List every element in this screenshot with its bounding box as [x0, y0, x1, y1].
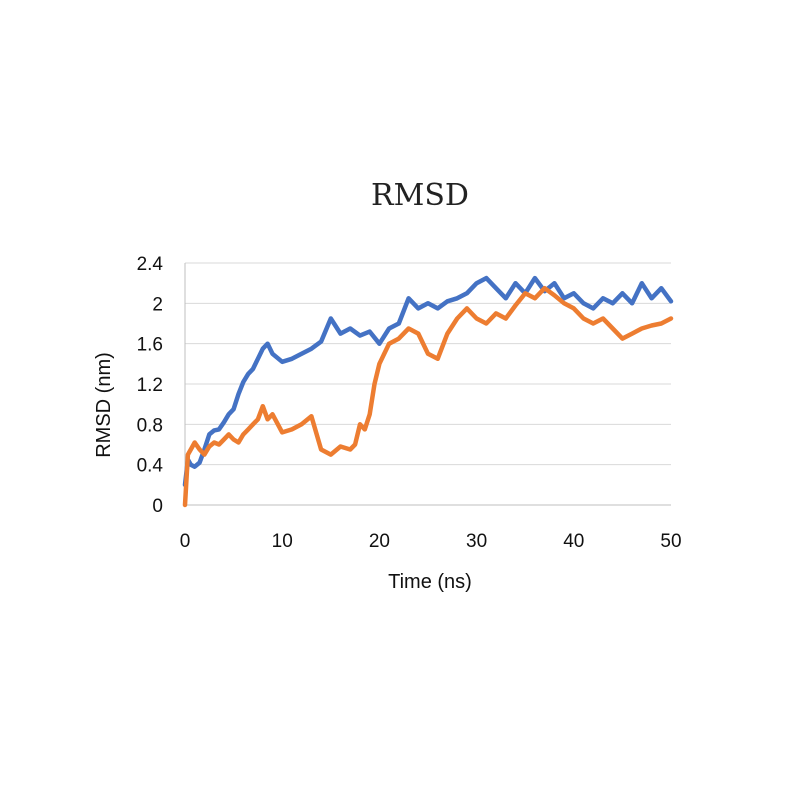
- x-tick-labels: 0 10 20 30 40 50: [180, 531, 682, 552]
- x-tick-label: 50: [660, 531, 681, 552]
- x-tick-label: 40: [563, 531, 584, 552]
- y-tick-label: 2.4: [137, 254, 164, 275]
- y-tick-labels: 0 0.4 0.8 1.2 1.6 2 2.4: [137, 254, 164, 517]
- y-axis-label: RMSD (nm): [93, 352, 115, 458]
- x-axis-label: Time (ns): [388, 571, 472, 593]
- y-tick-label: 2: [152, 294, 163, 315]
- x-tick-label: 20: [369, 531, 390, 552]
- chart-title: RMSD: [371, 178, 469, 213]
- x-tick-label: 10: [272, 531, 293, 552]
- y-tick-label: 1.2: [137, 375, 163, 396]
- x-tick-label: 0: [180, 531, 191, 552]
- y-tick-label: 0: [152, 496, 163, 517]
- axes: [184, 263, 671, 506]
- series-group: [182, 275, 674, 508]
- y-tick-label: 1.6: [137, 335, 163, 356]
- y-tick-label: 0.8: [137, 415, 163, 436]
- x-tick-label: 30: [466, 531, 487, 552]
- y-tick-label: 0.4: [137, 456, 164, 477]
- series-line-2: [182, 285, 674, 508]
- series-line-1: [182, 275, 674, 488]
